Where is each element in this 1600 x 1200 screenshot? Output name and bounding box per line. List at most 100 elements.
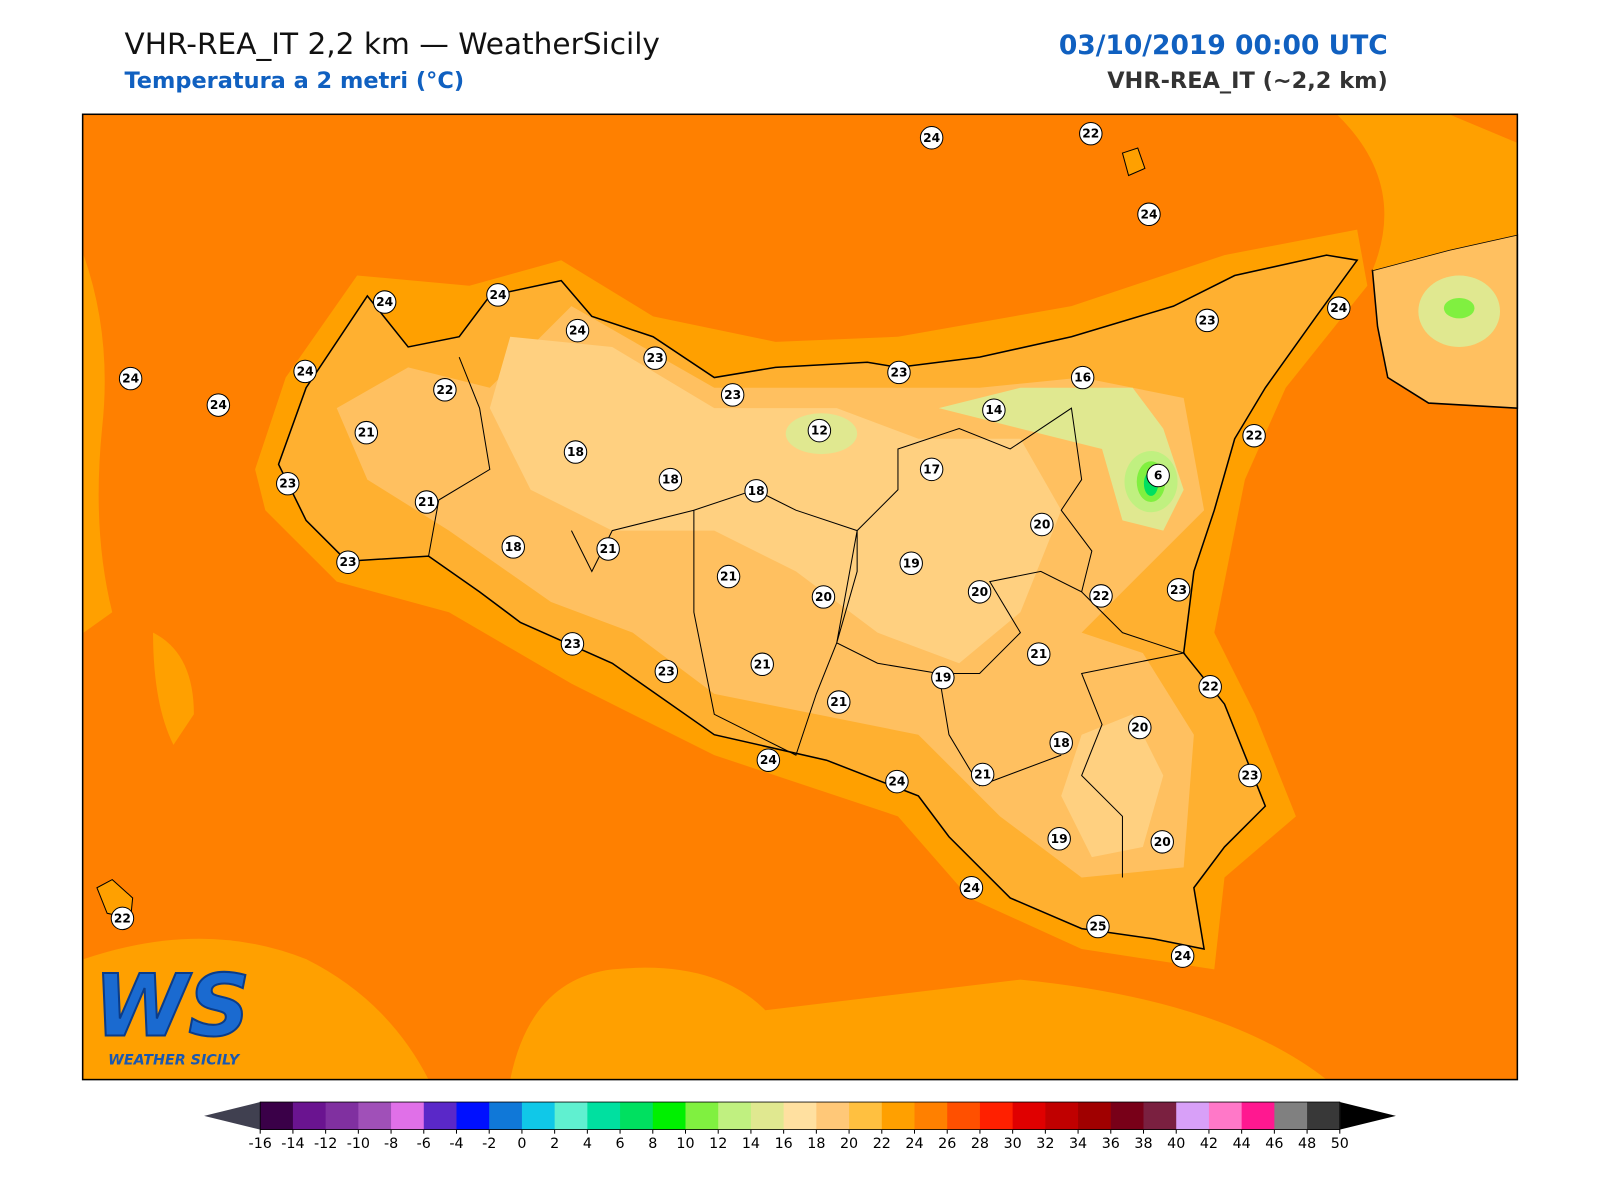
station-label: 23 [647, 351, 664, 365]
station-marker [720, 383, 745, 407]
station-marker [827, 690, 851, 714]
station-marker [744, 479, 768, 503]
cool-field [938, 387, 1184, 531]
colorbar-tick-label: 24 [905, 1136, 923, 1152]
station-marker [967, 580, 992, 604]
colorbar-tick-label: 0 [517, 1136, 526, 1152]
station-marker [433, 378, 457, 402]
colorbar-box [489, 1102, 523, 1130]
station-label: 21 [720, 570, 737, 584]
colorbar-box [652, 1102, 687, 1130]
colorbar: -16 -14 -12 -10 -8 -6 -4 -2 0 2 4 6 8 10 12 14 16 18 20 22 2… [204, 1101, 1396, 1152]
colorbar-tick-label: -12 [314, 1136, 337, 1152]
station-marker [276, 471, 300, 496]
station-marker [206, 393, 231, 417]
colorbar-tick-label: 50 [1331, 1136, 1349, 1152]
station-marker [563, 440, 588, 464]
station-label: 18 [662, 473, 679, 487]
station-label: 24 [760, 753, 777, 767]
station-marker [756, 748, 781, 772]
station-label: 21 [754, 657, 771, 671]
colorbar-tick-label: -14 [281, 1136, 304, 1152]
colorbar-tick-label: 28 [971, 1136, 989, 1152]
station-marker [807, 418, 832, 443]
station-marker [1030, 512, 1054, 537]
station-marker [643, 346, 667, 370]
station-marker [110, 906, 135, 931]
station-label: 22 [1246, 429, 1263, 443]
station-marker [654, 659, 679, 684]
field-band [83, 938, 429, 1080]
station-label: 20 [971, 585, 988, 599]
station-label: 21 [1030, 647, 1047, 661]
colorbar-box [325, 1102, 359, 1130]
station-marker [372, 290, 397, 314]
station-marker [1049, 731, 1073, 755]
colorbar-tick-label: 4 [583, 1136, 592, 1152]
station-label: 23 [339, 555, 356, 569]
subtitle: Temperatura a 2 metri (°C) [124, 68, 464, 94]
colorbar-box [423, 1102, 458, 1130]
colorbar-box [554, 1102, 588, 1130]
colorbar-tick-label: 12 [709, 1136, 727, 1152]
station-label: 20 [815, 590, 832, 604]
station-label: 21 [974, 767, 991, 781]
station-marker [560, 632, 585, 656]
station-marker [1047, 827, 1071, 851]
station-label: 12 [811, 424, 828, 438]
station-marker [414, 490, 439, 514]
colorbar-tick-label: -8 [384, 1136, 398, 1152]
station-label: 22 [1202, 680, 1219, 694]
station-marker [1070, 365, 1095, 390]
colorbar-box [849, 1102, 883, 1130]
colorbar-tick-label: 44 [1233, 1136, 1251, 1152]
station-label: 6 [1154, 469, 1163, 483]
colorbar-tick-label: 34 [1069, 1136, 1087, 1152]
colorbar-box [881, 1102, 916, 1130]
colorbar-box [783, 1102, 817, 1130]
colorbar-box [1208, 1102, 1243, 1130]
station-marker [486, 283, 510, 307]
colorbar-frame [259, 1101, 1341, 1130]
colorbar-box [914, 1102, 948, 1130]
station-marker [1198, 675, 1222, 699]
colorbar-box [718, 1102, 752, 1130]
colorbar-tick-label: -10 [347, 1136, 370, 1152]
station-marker [811, 585, 836, 609]
station-marker [887, 360, 911, 385]
colorbar-tick-label: 36 [1102, 1136, 1120, 1152]
station-label: 24 [963, 881, 980, 895]
colorbar-tick-label: 18 [807, 1136, 825, 1152]
colorbar-box [685, 1102, 719, 1130]
station-label: 22 [1082, 127, 1099, 141]
mild-field [1061, 714, 1164, 858]
station-marker [1238, 763, 1262, 788]
colorbar-box [1078, 1102, 1112, 1130]
station-label: 22 [1093, 589, 1110, 603]
colorbar-box [1176, 1102, 1210, 1130]
station-label: 20 [1154, 835, 1171, 849]
colorbar-box [358, 1102, 392, 1130]
station-label: 24 [122, 372, 139, 386]
colorbar-box [292, 1102, 327, 1130]
station-marker [1327, 296, 1351, 320]
station-marker [565, 318, 590, 343]
station-label: 24 [1330, 301, 1347, 315]
station-label: 18 [505, 540, 522, 554]
map-area: WS WEATHER SICILY [81, 113, 1519, 1081]
station-marker [899, 551, 923, 575]
station-label: 23 [564, 637, 581, 651]
station-label: 21 [600, 542, 617, 556]
station-label: 23 [1170, 583, 1187, 597]
cool-field [1443, 297, 1475, 319]
field-band [83, 255, 113, 633]
colorbar-tick-label: 30 [1004, 1136, 1022, 1152]
colorbar-over [1339, 1102, 1396, 1130]
station-marker [1166, 578, 1191, 602]
colorbar-box [1012, 1102, 1046, 1130]
station-label: 23 [890, 365, 907, 379]
station-marker [919, 457, 944, 482]
colorbar-tick-label: 32 [1036, 1136, 1054, 1152]
station-label: 23 [1199, 313, 1216, 327]
station-layer: 24 22 24 24 24 24 23 23 23 23 24 24 24 24 22 21 23 21 23 18… [110, 121, 1351, 968]
